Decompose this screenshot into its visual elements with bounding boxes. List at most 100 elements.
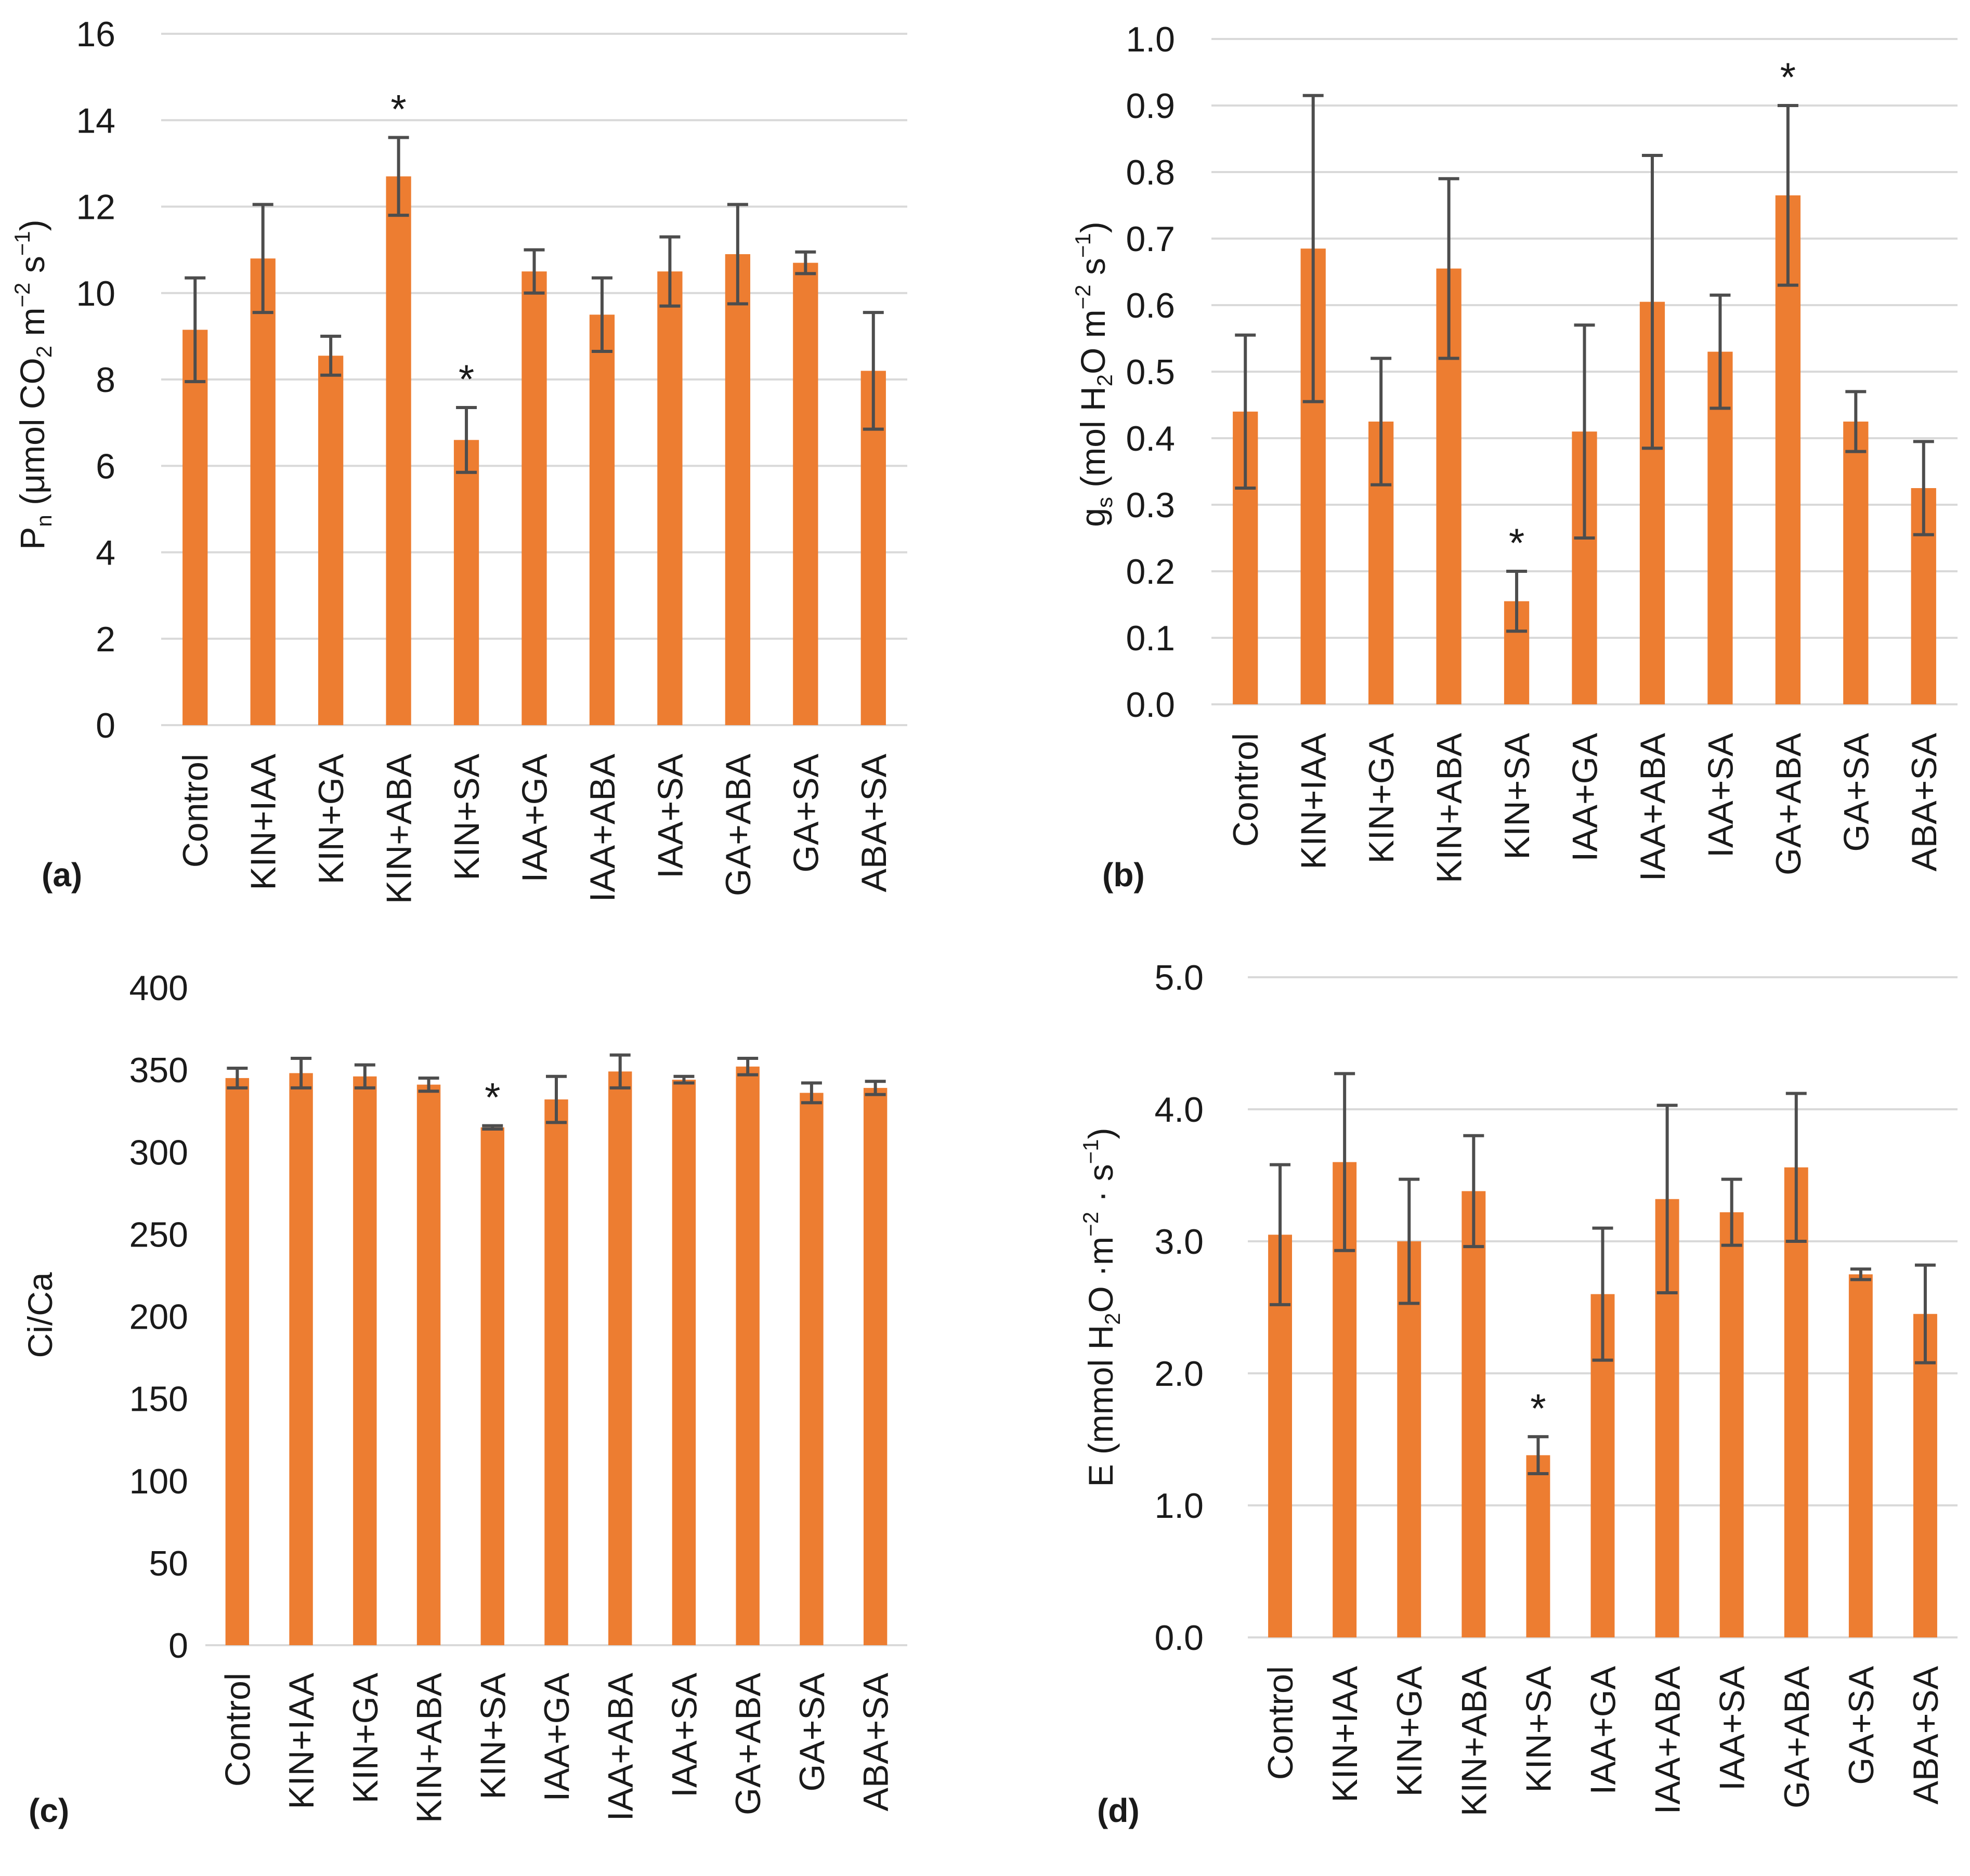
panel-b: 0.0 0.1 0.2 0.3 0.4 0.5 0.6 0.7 0.8 0.9 1.0 Control… <box>1071 20 1958 894</box>
error-bar <box>591 276 612 353</box>
x-tick-label: GA+SA <box>1842 1665 1881 1785</box>
bar-ga-aba <box>725 254 750 725</box>
y-tick-label: 4.0 <box>1154 1090 1204 1130</box>
x-tick-label: KIN+GA <box>1362 732 1401 863</box>
bar-control <box>182 330 208 725</box>
error-bar <box>1270 1163 1291 1306</box>
error-bar <box>252 203 273 314</box>
y-axis-title-part: (μmol CO <box>13 358 51 515</box>
y-axis-title-part: −2 <box>10 283 34 308</box>
error-bar <box>1710 293 1731 410</box>
error-bar <box>354 1063 375 1090</box>
error-bar <box>456 406 477 474</box>
x-tick-label: ABA+SA <box>1904 732 1944 871</box>
panel-label: (d) <box>1097 1792 1140 1829</box>
y-axis-title-part: P <box>13 527 51 550</box>
error-bar <box>737 1056 759 1077</box>
x-tick-label: KIN+GA <box>346 1672 385 1803</box>
x-tick-label: GA+SA <box>1836 732 1876 851</box>
y-axis-title-part: 2 <box>1100 1313 1125 1325</box>
y-tick-label: 2 <box>96 620 115 659</box>
bar-ga-sa <box>793 263 818 725</box>
y-axis-title-part: −1 <box>1071 233 1095 258</box>
y-tick-label: 6 <box>96 447 115 486</box>
x-tick-label: GA+ABA <box>719 753 758 896</box>
y-tick-label: 150 <box>129 1380 188 1419</box>
y-tick-label: 200 <box>129 1297 188 1337</box>
y-tick-label: 0.9 <box>1126 86 1175 126</box>
x-tick-label: Control <box>218 1673 257 1787</box>
error-bar <box>482 1124 503 1131</box>
error-bar <box>659 235 681 308</box>
y-axis-title-part: 2 <box>1092 374 1117 386</box>
error-bar <box>388 136 409 217</box>
x-tick-label: Control <box>1261 1666 1300 1780</box>
x-tick-label: GA+ABA <box>1777 1665 1817 1808</box>
y-axis-title-part: · s <box>1081 1164 1120 1212</box>
bar-kin-iaa <box>250 258 276 725</box>
y-axis-title: Pn​ (μmol CO2​ m−2​ s−1​) <box>10 219 56 549</box>
y-tick-label: 0.0 <box>1126 685 1175 725</box>
error-bar <box>795 250 816 276</box>
y-tick-label: 0.7 <box>1126 219 1175 259</box>
y-tick-label: 100 <box>129 1462 188 1501</box>
error-bar <box>1438 177 1459 360</box>
x-tick-label: KIN+IAA <box>244 753 283 890</box>
y-axis-title: gs​ (mol H2​O m−2​ s−1​) <box>1071 221 1117 527</box>
y-tick-label: 1.0 <box>1126 20 1175 59</box>
y-tick-label: 3.0 <box>1154 1222 1204 1262</box>
error-bar <box>1641 154 1663 450</box>
bar-kin-ga <box>318 356 344 725</box>
bar-iaa-aba <box>608 1071 632 1645</box>
panel-label: (b) <box>1102 856 1145 894</box>
x-tick-label: ABA+SA <box>856 1672 896 1811</box>
y-tick-label: 0.5 <box>1126 352 1175 392</box>
x-tick-label: IAA+GA <box>1565 732 1605 861</box>
error-bar <box>1463 1134 1484 1249</box>
bar-ga-aba <box>1784 1167 1808 1637</box>
y-axis-title-part: s <box>1092 497 1117 508</box>
error-bar <box>609 1053 631 1090</box>
error-bar <box>227 1066 248 1090</box>
panel-a: 0 2 4 6 8 10 12 14 16 Control KIN+IAA KIN+GA * KIN+AB… <box>10 15 907 904</box>
bar-iaa-aba <box>589 314 615 725</box>
bar-iaa-sa <box>1707 351 1733 704</box>
x-tick-label: GA+ABA <box>728 1672 768 1815</box>
y-axis-title-part: s <box>13 256 51 282</box>
bar-ga-sa <box>1843 422 1869 704</box>
y-tick-label: 8 <box>96 360 115 400</box>
x-tick-label: IAA+GA <box>537 1672 577 1801</box>
panel-c: 0 50 100 150 200 250 300 350 400 Control KIN+IAA KI… <box>21 968 907 1829</box>
y-axis-title: E (mmol H2​O ·m−2​ · s−1​) <box>1078 1127 1125 1487</box>
error-bar <box>673 1074 695 1085</box>
error-bar <box>1656 1104 1678 1295</box>
y-tick-label: 0 <box>168 1626 188 1665</box>
y-tick-label: 250 <box>129 1215 188 1254</box>
significance-marker: * <box>390 86 406 132</box>
y-axis-title-part: E (mmol H <box>1081 1325 1120 1487</box>
bar-kin-aba <box>1462 1191 1486 1637</box>
error-bar <box>1506 570 1528 633</box>
bar-iaa-sa <box>657 271 683 725</box>
y-tick-label: 50 <box>149 1544 188 1583</box>
bar-aba-sa <box>1913 1314 1937 1637</box>
y-tick-label: 400 <box>129 968 188 1008</box>
x-tick-label: KIN+GA <box>1390 1665 1429 1796</box>
y-tick-label: 14 <box>76 101 115 140</box>
significance-marker: * <box>1530 1385 1546 1431</box>
error-bar <box>524 248 545 295</box>
y-tick-label: 4 <box>96 533 115 573</box>
bar-iaa-sa <box>672 1080 696 1645</box>
y-tick-label: 0 <box>96 706 115 745</box>
x-tick-label: IAA+SA <box>1701 732 1740 858</box>
y-tick-label: 0.0 <box>1154 1618 1204 1658</box>
error-bar <box>1785 1092 1807 1243</box>
error-bar <box>185 276 206 384</box>
bar-kin-iaa <box>289 1073 313 1645</box>
x-tick-label: KIN+SA <box>473 1672 513 1799</box>
error-bar <box>1777 104 1798 287</box>
y-axis-title-part: s <box>1074 258 1112 284</box>
bar-iaa-sa <box>1719 1212 1744 1637</box>
significance-marker: * <box>1509 520 1524 566</box>
y-axis-title: Ci/Ca <box>21 1272 59 1358</box>
